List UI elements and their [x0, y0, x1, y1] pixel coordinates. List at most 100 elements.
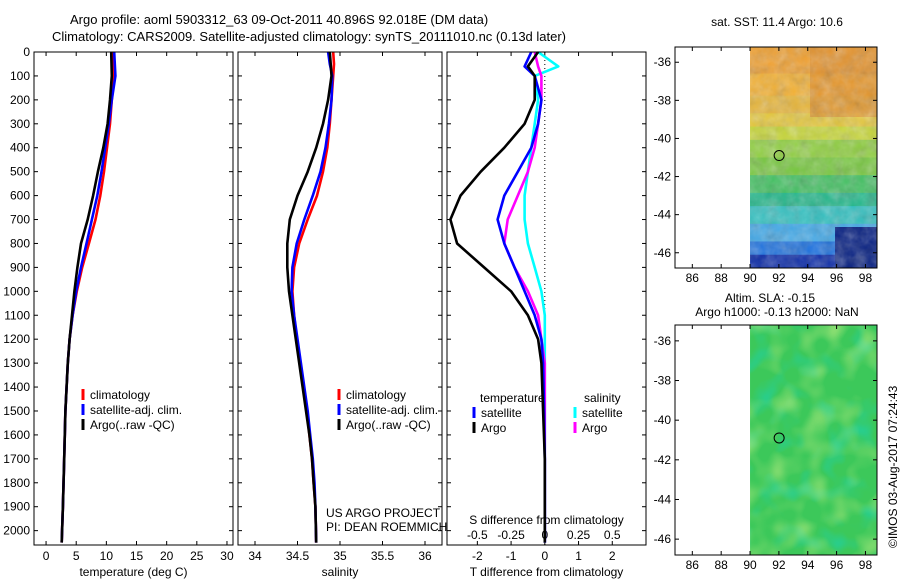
map-field: [750, 325, 877, 555]
depth-tick-label: 1900: [3, 500, 30, 514]
legend-item: satellite-adj. clim.: [346, 403, 438, 417]
legend-item: Argo(..raw -QC): [346, 418, 431, 432]
map-ytick-label: -46: [654, 532, 672, 546]
depth-tick-label: 1800: [3, 476, 30, 490]
legend-item: Argo: [582, 421, 608, 435]
map-xtick-label: 98: [859, 271, 873, 285]
depth-tick-label: 200: [10, 93, 30, 107]
map-ytick-label: -38: [654, 93, 672, 107]
legend-item: satellite: [582, 406, 623, 420]
depth-tick-label: 1500: [3, 404, 30, 418]
depth-tick-label: 500: [10, 165, 30, 179]
xtick-label: 1: [575, 549, 582, 563]
depth-tick-label: 300: [10, 117, 30, 131]
legend-temp-title: temperature: [480, 391, 545, 405]
xtick-label: 5: [73, 549, 80, 563]
map-ytick-label: -42: [654, 453, 672, 467]
depth-tick-label: 2000: [3, 524, 30, 538]
series-climatology: [60, 51, 115, 543]
depth-tick-label: 800: [10, 236, 30, 250]
map-xtick-label: 90: [743, 558, 757, 572]
map-sst_map: 86 88 90 92 94 96 98 -36 -38 -40 -42 -44 -46 sat. SST…: [654, 15, 878, 285]
xtick-label: 35.5: [371, 549, 395, 563]
sla-subtitle: Argo h1000: -0.13 h2000: NaN: [695, 305, 858, 319]
map-ytick-label: -40: [654, 413, 672, 427]
depth-tick-label: 1000: [3, 284, 30, 298]
map-xtick-label: 88: [714, 558, 728, 572]
xtick-label: 36: [418, 549, 432, 563]
map-ytick-label: -36: [654, 334, 672, 348]
map-xtick-label: 94: [801, 271, 815, 285]
panel-temperature: 0100200300400500600700800900100011001200…: [3, 45, 234, 579]
map-frame: [674, 46, 878, 269]
xtick-label: -2: [472, 549, 483, 563]
map-xtick-label: 96: [830, 271, 844, 285]
legend-item: Argo(..raw -QC): [90, 418, 175, 432]
legend-item: Argo: [481, 421, 507, 435]
map-ytick-label: -46: [654, 246, 672, 260]
xtick-label: 20: [160, 549, 174, 563]
series-argo-raw-qc: [285, 51, 333, 543]
legend-item: climatology: [90, 388, 150, 402]
sla-title: Altim. SLA: -0.15: [725, 291, 815, 305]
map-xtick-label: 98: [859, 558, 873, 572]
map-xtick-label: 90: [743, 271, 757, 285]
xtick-label: 0: [541, 549, 548, 563]
title-line-2: Climatology: CARS2009. Satellite-adjuste…: [52, 29, 567, 44]
map-xtick-label: 94: [801, 558, 815, 572]
map-ytick-label: -42: [654, 170, 672, 184]
map-xtick-label: 86: [686, 271, 700, 285]
title-line-1: Argo profile: aoml 5903312_63 09-Oct-201…: [70, 12, 489, 27]
panel-frame: [237, 51, 443, 546]
panel-difference: -2 -1 0 1 2 T difference from climatology -0.5…: [446, 50, 647, 579]
depth-tick-label: 1600: [3, 428, 30, 442]
depth-tick-label: 1300: [3, 356, 30, 370]
depth-tick-label: 1200: [3, 332, 30, 346]
depth-tick-label: 400: [10, 141, 30, 155]
series-temperature-satellite: [496, 51, 547, 543]
sla-texture-warm: [750, 325, 877, 555]
xtick-label: 0: [43, 549, 50, 563]
xtick-label: 34: [248, 549, 262, 563]
map-xtick-label: 92: [772, 271, 786, 285]
series-argo-raw-qc: [60, 51, 114, 543]
xlabel-salinity: salinity: [322, 565, 359, 579]
argo-position-marker: [773, 150, 785, 162]
map-ytick-label: -44: [654, 208, 672, 222]
depth-tick-label: 0: [23, 45, 30, 59]
xtick-label: 34.5: [286, 549, 310, 563]
depth-tick-label: 1400: [3, 380, 30, 394]
xlabel-temperature: temperature (deg C): [79, 565, 187, 579]
map-frame: [674, 324, 878, 556]
xtick-label: 15: [130, 549, 144, 563]
sst-texture: [750, 47, 877, 268]
legend-item: satellite: [481, 406, 522, 420]
depth-tick-label: 700: [10, 213, 30, 227]
panel-frame: [33, 51, 234, 546]
xtick-label: 2: [609, 549, 616, 563]
argo-position-marker: [773, 432, 785, 444]
legend-sal-title: salinity: [584, 391, 621, 405]
xtick-label: 10: [100, 549, 114, 563]
sst-title: sat. SST: 11.4 Argo: 10.6: [711, 15, 843, 29]
map-ytick-label: -44: [654, 492, 672, 506]
panel-salinity: 34 34.5 35 35.5 36 salinity climatologysatelli…: [237, 51, 447, 579]
salinity-diff-tick-label: 0.5: [604, 528, 621, 542]
depth-tick-label: 600: [10, 189, 30, 203]
annotation-pi: PI: DEAN ROEMMICH: [326, 520, 447, 534]
depth-tick-label: 900: [10, 260, 30, 274]
map-xtick-label: 96: [830, 558, 844, 572]
xtick-label: -1: [506, 549, 517, 563]
legend-item: satellite-adj. clim.: [90, 403, 182, 417]
map-sla_map: 86 88 90 92 94 96 98 -36 -38 -40 -42 -44 -46 Altim. S…: [654, 291, 878, 572]
depth-tick-label: 1100: [4, 308, 30, 322]
salinity-diff-tick-label: -0.5: [467, 528, 488, 542]
panel-frame: [446, 51, 647, 546]
legend-item: climatology: [346, 388, 406, 402]
map-ytick-label: -40: [654, 131, 672, 145]
depth-tick-label: 1700: [3, 452, 30, 466]
map-ytick-label: -38: [654, 374, 672, 388]
xtick-label: 30: [220, 549, 234, 563]
series-temperature-argo: [449, 51, 547, 543]
